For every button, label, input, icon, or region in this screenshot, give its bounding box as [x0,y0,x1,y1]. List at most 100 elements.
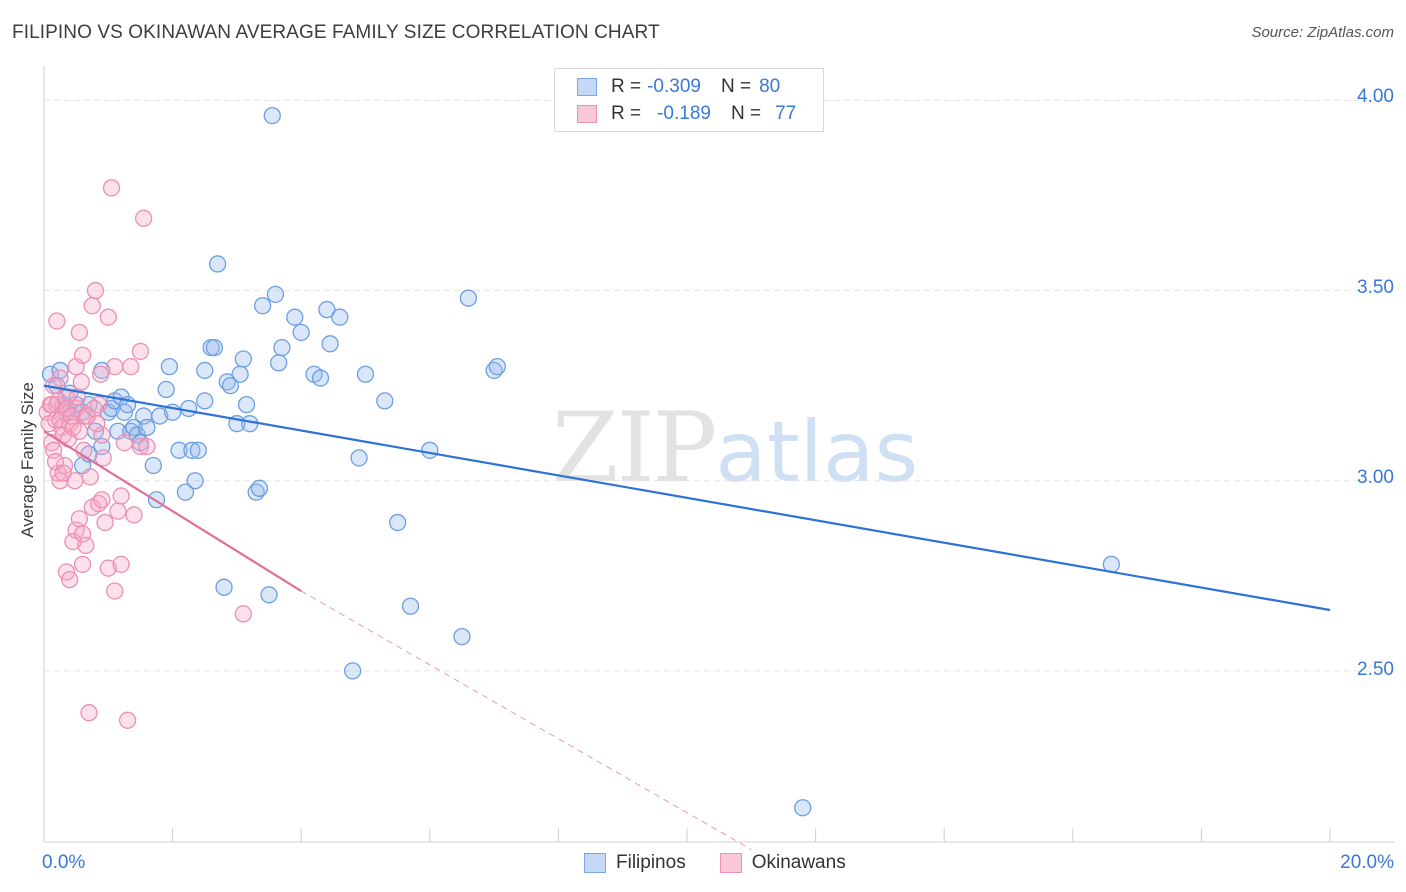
filipino-point [401,597,420,615]
legend-item-filipinos[interactable]: Filipinos [584,852,686,874]
filipino-point [311,369,330,387]
filipino-point [270,354,288,372]
okinawan-point [102,179,121,197]
okinawan-point [91,365,110,383]
okinawan-point [61,570,79,589]
okinawan-point [80,704,98,722]
filipino-point [205,338,224,357]
filipino-point [241,415,259,433]
filipino-point [350,449,368,467]
filipinos-legend-icon [584,853,606,873]
filipino-point [376,392,394,410]
okinawan-point [138,437,156,456]
stats-legend: R = -0.309 N = 80 R = -0.189 N = 77 [554,68,824,132]
filipino-point [453,627,471,646]
okinawan-point [106,357,124,376]
okinawan-point [109,502,127,520]
filipinos-swatch-icon [577,78,597,96]
okinawan-point [83,297,101,315]
chart-title: FILIPINO VS OKINAWAN AVERAGE FAMILY SIZE… [12,22,660,43]
legend-row-okinawans: R = -0.189 N = 77 [577,101,796,127]
okinawan-point [73,555,92,574]
filipino-point [273,338,291,357]
filipino-point [234,350,252,368]
n-label: N = [730,103,762,124]
okinawan-point [70,323,89,342]
filipino-point [144,456,162,475]
filipino-point [266,285,285,304]
filipino-point [488,357,506,376]
okinawan-point [112,555,130,574]
filipino-point [250,479,269,497]
filipino-point [321,335,339,353]
r-value: -0.309 [647,76,701,97]
filipino-point [459,289,478,307]
okinawan-point [86,281,105,300]
filipino-point [176,483,195,501]
filipino-point [260,586,278,604]
y-tick-label: 4.00 [1357,86,1394,107]
okinawan-point [85,399,103,418]
filipino-point [794,799,812,817]
filipino-point [292,323,310,342]
okinawan-point [122,357,140,376]
filipino-point [160,357,179,376]
x-max-label: 20.0% [1340,852,1394,873]
y-tick-label: 2.50 [1357,659,1394,680]
okinawan-point [96,513,114,532]
filipino-point [186,472,204,490]
filipino-point [343,662,362,680]
okinawan-point [234,605,252,623]
okinawans-swatch-icon [577,105,597,123]
legend-label: Okinawans [751,852,846,873]
okinawan-point [70,510,89,528]
okinawan-point [88,415,106,433]
filipino-point [237,396,256,414]
filipino-point [208,255,227,273]
series-legend: Filipinos Okinawans [584,852,880,874]
okinawan-point [125,506,143,524]
x-min-label: 0.0% [42,852,86,873]
filipino-point [196,361,214,380]
okinawans-trend-extension [300,590,752,851]
filipino-point [356,365,375,383]
okinawan-point [66,472,84,490]
r-label: R = [611,103,642,124]
chart-source: Source: ZipAtlas.com [1251,24,1394,41]
filipinos-points [41,106,1121,817]
okinawan-point [43,396,61,414]
filipino-point [231,365,249,383]
okinawan-point [118,711,137,729]
okinawan-point [93,491,111,509]
okinawan-point [99,308,117,326]
legend-label: Filipinos [616,852,686,873]
filipino-point [138,418,156,437]
watermark-zip: ZIP [552,392,717,504]
okinawan-point [72,373,90,391]
filipino-point [215,578,233,596]
filipino-point [318,300,336,319]
filipino-point [221,376,240,395]
filipino-point [196,392,214,410]
filipino-point [183,441,201,459]
filipino-point [180,399,198,418]
legend-item-okinawans[interactable]: Okinawans [719,852,846,874]
okinawan-point [131,342,150,361]
okinawan-point [48,312,66,330]
okinawans-legend-icon [719,853,742,873]
okinawan-point [77,536,95,555]
legend-row-filipinos: R = -0.309 N = 80 [577,74,780,100]
okinawans-points [38,179,252,729]
filipino-point [151,407,169,425]
y-axis-label: Average Family Size [18,382,37,538]
filipino-point [253,297,272,315]
axes [43,66,1394,843]
okinawan-point [81,468,99,486]
r-value: -0.189 [657,103,711,124]
okinawan-point [135,209,153,227]
n-label: N = [720,76,752,97]
okinawan-point [106,582,124,600]
filipino-point [189,441,207,459]
okinawan-point [112,487,130,505]
